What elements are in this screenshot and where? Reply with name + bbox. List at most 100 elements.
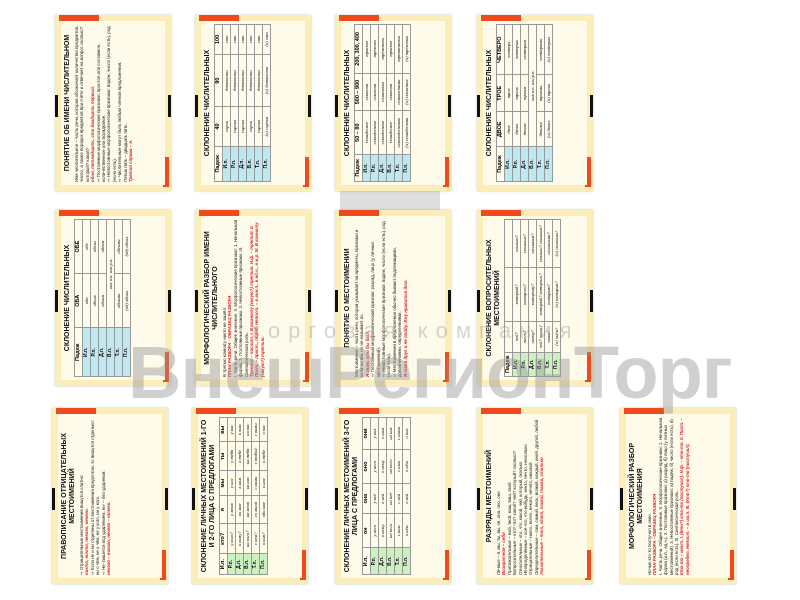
card-decoration (55, 290, 58, 312)
poster-card[interactable]: СКЛОНЕНИЕ ЧИСЛИТЕЛЬНЫХ Падеж 40 90 100 И.п. со… (195, 15, 311, 191)
text: ⇨ Если не и ни отделены от местоимения п… (89, 419, 95, 575)
table-cell: который? (512, 267, 521, 322)
table-cell: семидесяти (378, 110, 387, 155)
table-cell: с кем? (251, 523, 260, 554)
table-cell: девяносто (222, 54, 231, 107)
text: Определительные – сам, самый, весь, всяк… (533, 419, 539, 575)
text: один, пятнадцать, сто двадцать первый. (90, 85, 96, 182)
case-label: И.п. (504, 146, 513, 182)
table-cell: ста (254, 24, 263, 55)
declension-table: Падеж 50 – 80 500 – 900 200, 300, 400 И.п. се… (354, 24, 411, 182)
card-text-line: Кто-то – мест. I. (Кто?) кто-то (постуча… (679, 417, 690, 575)
case-label: П.п. (259, 553, 268, 575)
case-label: Д.п. (98, 327, 107, 377)
card-decoration (585, 157, 591, 187)
table-cell: на нас (243, 470, 252, 496)
watermark-subtitle: торговая компания (250, 318, 580, 343)
table-cell: четверых (512, 24, 521, 75)
text: Пятью пять – двадцать пять. (122, 123, 128, 182)
card-content: РАЗРЯДЫ МЕСТОИМЕНИЙ Личные – я, мы, ты, в… (483, 414, 587, 578)
table-cell: семьдесят (362, 110, 371, 155)
poster-card[interactable]: СКЛОНЕНИЕ ЧИСЛИТЕЛЬНЫХ Падеж ДВОЕ ТРОЕ ЧЕТВЕ… (477, 15, 593, 191)
poster-card[interactable]: ПРАВОПИСАНИЕ ОТРИЦАТЕЛЬНЫХ МЕСТОИМЕНИЙ ⇨ … (52, 408, 168, 584)
table-cell: у вас (227, 417, 236, 442)
poster-card[interactable]: СКЛОНЕНИЕ ЛИЧНЫХ МЕСТОИМЕНИЙ 1-ГО И 2-ГО… (192, 408, 308, 584)
card-decoration (585, 352, 591, 382)
table-header: Падеж (354, 154, 363, 182)
table-cell: двоих (512, 111, 521, 147)
card-decoration (339, 210, 379, 216)
poster-card[interactable]: ПОНЯТИЕ ОБ ИМЕНИ ЧИСЛИТЕЛЬНОМ Имя числите… (55, 15, 171, 191)
table-cell: обо мне (259, 495, 268, 524)
case-label: Р.п. (370, 547, 379, 575)
table-cell: к ней (378, 483, 387, 514)
card-decoration (335, 290, 338, 312)
poster-card[interactable]: СКЛОНЕНИЕ ВОПРОСИТЕЛЬНЫХ МЕСТОИМЕНИЙ Паде… (477, 210, 593, 386)
card-content: МОРФОЛОГИЧЕСКИЙ РАЗБОР МЕСТОИМЕНИЯ Ночью … (626, 414, 730, 578)
table-header: Падеж (214, 146, 223, 182)
table-cell: с вами (251, 417, 260, 442)
table-row: В.п. семьдесят семьсот триста (386, 24, 395, 182)
table-cell: (о) двоих (544, 111, 553, 147)
case-label: Т.п. (254, 146, 263, 182)
card-decoration (624, 408, 664, 414)
table-header (504, 219, 513, 268)
table-cell: с тобой (251, 441, 260, 471)
table-cell: у кого? (227, 523, 236, 554)
text: Указательные – тот, этот, такой, таков, … (539, 457, 545, 575)
card-title: ПОНЯТИЕ ОБ ИМЕНИ ЧИСЛИТЕЛЬНОМ (64, 34, 71, 172)
table-row: Т.п. обоими обеими (114, 219, 123, 377)
card-title: СКЛОНЕНИЕ ЛИЧНЫХ МЕСТОИМЕНИЙ 1-ГО И 2-ГО… (201, 419, 216, 573)
poster-card[interactable]: СКЛОНЕНИЕ ЧИСЛИТЕЛЬНЫХ Падеж ОБА ОБЕ И.п. оба… (55, 210, 171, 386)
card-text-line: Имя числительное – часть речи, которая о… (74, 24, 90, 182)
table-cell: семидесяти (370, 110, 379, 155)
table-cell: ста (238, 24, 247, 55)
table-header: ОБЕ (74, 219, 83, 274)
table-cell: обеим (98, 219, 107, 274)
table-cell: на тебя (243, 441, 252, 471)
case-label: В.п. (243, 553, 252, 575)
poster-card[interactable]: МОРФОЛОГИЧЕСКИЙ РАЗБОР ИМЕНИ ЧИСЛИТЕЛЬНО… (195, 210, 311, 386)
card-text-line: Указательные – тот, этот, такой, таков, … (539, 417, 544, 575)
table-cell: (о) четверых (544, 24, 553, 75)
table-row: Р.п. сорока девяноста ста (230, 24, 239, 182)
table-cell: к вам (235, 417, 244, 442)
poster-card[interactable]: РАЗРЯДЫ МЕСТОИМЕНИЙ Личные – я, мы, ты, в… (477, 408, 593, 584)
text: некого – никого, нечего – ничего. (106, 501, 112, 575)
table-header: ты (219, 441, 228, 471)
card-decoration (192, 488, 195, 510)
card-decoration (335, 95, 338, 117)
table-cell: о тебе (259, 441, 268, 471)
table-header: 100 (214, 24, 223, 55)
text: Имя числительное – часть речи, которая о… (74, 25, 90, 182)
table-cell: к ним (378, 417, 387, 450)
poster-card[interactable]: ПОНЯТИЕ О МЕСТОИМЕНИИ Местоимение – часть… (335, 210, 451, 386)
table-row: П.п. (о) двоих (о) троих (о) четверых (544, 24, 553, 182)
text: ⇨ Отрицательные местоимения пишутся слит… (79, 474, 84, 575)
case-label: Т.п. (251, 553, 260, 575)
text: ⇨ Числительные могут быть любым членом п… (117, 61, 123, 182)
text: Притяжательные – мой, твой, наш, ваш, св… (506, 482, 512, 575)
poster-card[interactable]: СКЛОНЕНИЕ ЛИЧНЫХ МЕСТОИМЕНИЙ 3-ГО ЛИЦА С… (335, 408, 451, 584)
table-cell: с нами (251, 470, 260, 496)
card-text-line: Третий справа – я. (128, 24, 133, 182)
text: ⇨ Не- пишется под ударением, ни- – без у… (100, 470, 106, 576)
card-decoration (590, 488, 593, 510)
table-cell: трёхсот (370, 24, 379, 74)
table-header: я (219, 495, 228, 524)
table-cell: обеими (114, 219, 123, 274)
poster-card[interactable]: СКЛОНЕНИЕ ЧИСЛИТЕЛЬНЫХ Падеж 50 – 80 500 – … (335, 15, 451, 191)
card-text-line: некого – никого, нечего – ничего. (106, 417, 111, 575)
table-row: Р.п. двоих троих четверых (512, 24, 521, 182)
table-cell: сколько? скольких? (536, 219, 545, 268)
table-row: И.п. семьдесят семьсот триста (362, 24, 371, 182)
card-title: РАЗРЯДЫ МЕСТОИМЕНИЙ (486, 449, 493, 543)
poster-card[interactable]: МОРФОЛОГИЧЕСКИЙ РАЗБОР МЕСТОИМЕНИЯ Ночью … (620, 408, 736, 584)
text: ПЛАН РАЗБОРА · ОБРАЗЕЦ РАЗБОРА (652, 493, 658, 575)
table-cell: у меня (227, 495, 236, 524)
table-header: ТРОЕ (496, 74, 505, 112)
table-cell: (о) трёхстах (402, 24, 411, 74)
case-label: В.п. (386, 154, 395, 182)
card-title: СКЛОНЕНИЕ ЛИЧНЫХ МЕСТОИМЕНИЙ 3-ГО ЛИЦА С… (344, 419, 359, 573)
table-cell: к тебе (235, 441, 244, 471)
